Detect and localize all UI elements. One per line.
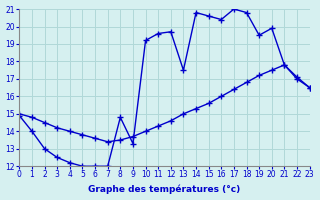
X-axis label: Graphe des températures (°c): Graphe des températures (°c)	[88, 185, 241, 194]
